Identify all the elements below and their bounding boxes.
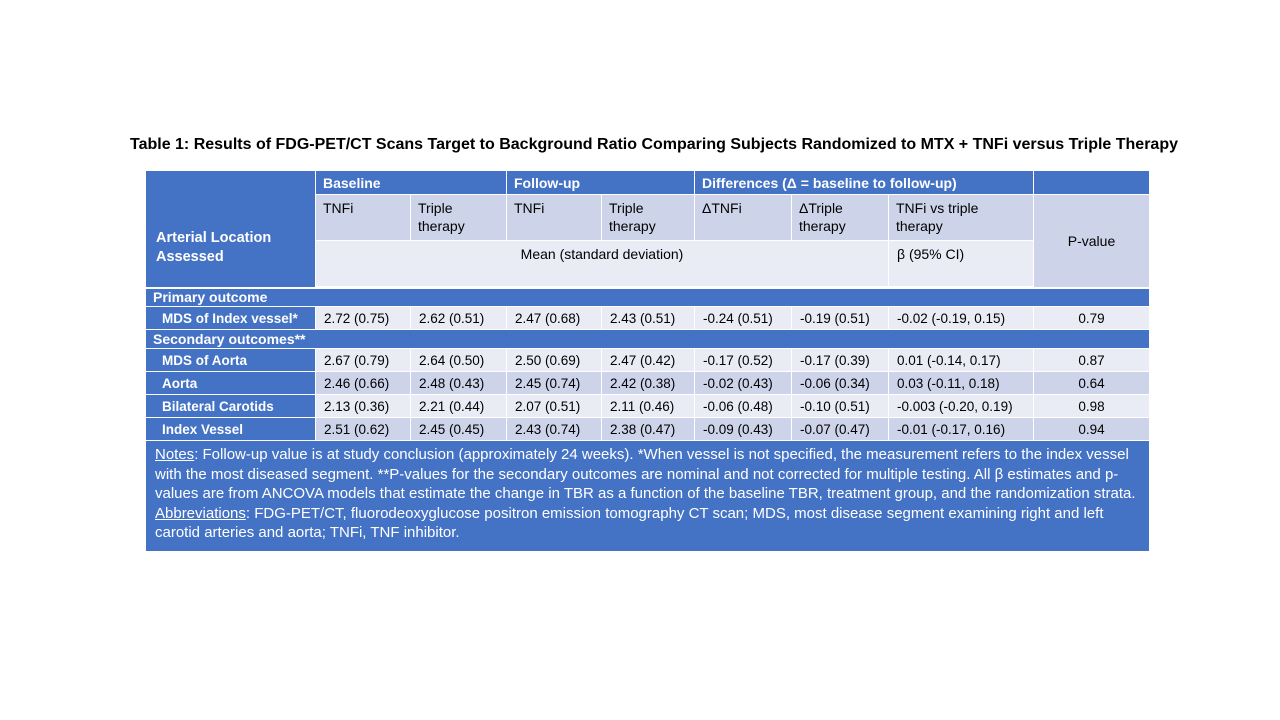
- pvalue-cell: 0.94: [1033, 417, 1150, 441]
- col-header-pvalue: P-value: [1033, 194, 1150, 288]
- col-header-delta-tnfi: ΔTNFi: [694, 194, 792, 241]
- group-header-baseline: Baseline: [315, 170, 507, 195]
- table-row: Index Vessel 2.51 (0.62) 2.45 (0.45) 2.4…: [145, 417, 1150, 441]
- data-cell: 2.62 (0.51): [410, 306, 507, 330]
- data-cell: 2.07 (0.51): [506, 394, 602, 418]
- table-row: Bilateral Carotids 2.13 (0.36) 2.21 (0.4…: [145, 394, 1150, 418]
- data-cell: -0.10 (0.51): [791, 394, 889, 418]
- col-header-triple-followup: Triple therapy: [601, 194, 695, 241]
- data-cell: -0.07 (0.47): [791, 417, 889, 441]
- table-row: MDS of Aorta 2.67 (0.79) 2.64 (0.50) 2.5…: [145, 348, 1150, 372]
- data-cell: -0.003 (-0.20, 0.19): [888, 394, 1034, 418]
- data-cell: 2.45 (0.74): [506, 371, 602, 395]
- group-header-differences: Differences (Δ = baseline to follow-up): [694, 170, 1034, 195]
- col-header-tnfi-vs-triple: TNFi vs triple therapy: [888, 194, 1034, 241]
- data-cell: -0.06 (0.34): [791, 371, 889, 395]
- table-row: Aorta 2.46 (0.66) 2.48 (0.43) 2.45 (0.74…: [145, 371, 1150, 395]
- data-cell: -0.06 (0.48): [694, 394, 792, 418]
- results-table: Arterial Location Assessed Baseline Foll…: [145, 170, 1150, 552]
- notes-label: Notes: [155, 446, 195, 463]
- table-title: Table 1: Results of FDG-PET/CT Scans Tar…: [129, 136, 1178, 153]
- row-header-arterial-location: Arterial Location Assessed: [145, 170, 316, 288]
- data-cell: 2.46 (0.66): [315, 371, 411, 395]
- row-label-bilateral-carotids: Bilateral Carotids: [145, 394, 316, 418]
- col-header-delta-triple: ΔTriple therapy: [791, 194, 889, 241]
- stat-header-mean-sd: Mean (standard deviation): [315, 240, 889, 289]
- abbreviations-text: : FDG-PET/CT, fluorodeoxyglucose positro…: [155, 504, 1104, 542]
- row-label-mds-index-vessel: MDS of Index vessel*: [145, 306, 316, 330]
- data-cell: 2.50 (0.69): [506, 348, 602, 372]
- data-cell: 2.43 (0.51): [601, 306, 695, 330]
- col-header-tnfi-followup: TNFi: [506, 194, 602, 241]
- col-header-triple-baseline: Triple therapy: [410, 194, 507, 241]
- col-header-tnfi-baseline: TNFi: [315, 194, 411, 241]
- table-notes: Notes: Follow-up value is at study concl…: [145, 440, 1150, 552]
- pvalue-cell: 0.87: [1033, 348, 1150, 372]
- data-cell: -0.24 (0.51): [694, 306, 792, 330]
- data-cell: -0.02 (-0.19, 0.15): [888, 306, 1034, 330]
- data-cell: 2.45 (0.45): [410, 417, 507, 441]
- row-label-index-vessel: Index Vessel: [145, 417, 316, 441]
- data-cell: -0.09 (0.43): [694, 417, 792, 441]
- data-cell: 2.42 (0.38): [601, 371, 695, 395]
- data-cell: 2.21 (0.44): [410, 394, 507, 418]
- data-cell: 0.03 (-0.11, 0.18): [888, 371, 1034, 395]
- section-header-secondary-outcomes: Secondary outcomes**: [145, 329, 1150, 349]
- pvalue-cell: 0.79: [1033, 306, 1150, 330]
- data-cell: -0.17 (0.39): [791, 348, 889, 372]
- table-row: MDS of Index vessel* 2.72 (0.75) 2.62 (0…: [145, 306, 1150, 330]
- row-label-aorta: Aorta: [145, 371, 316, 395]
- abbreviations-label: Abbreviations: [155, 504, 246, 522]
- data-cell: -0.01 (-0.17, 0.16): [888, 417, 1034, 441]
- data-cell: 2.13 (0.36): [315, 394, 411, 418]
- pvalue-cell: 0.64: [1033, 371, 1150, 395]
- data-cell: 0.01 (-0.14, 0.17): [888, 348, 1034, 372]
- data-cell: 2.47 (0.68): [506, 306, 602, 330]
- row-label-mds-aorta: MDS of Aorta: [145, 348, 316, 372]
- pvalue-cell: 0.98: [1033, 394, 1150, 418]
- corner-cell: [1033, 170, 1150, 195]
- data-cell: -0.02 (0.43): [694, 371, 792, 395]
- group-header-followup: Follow-up: [506, 170, 695, 195]
- data-cell: 2.11 (0.46): [601, 394, 695, 418]
- notes-text: : Follow-up value is at study conclusion…: [155, 446, 1136, 502]
- data-cell: 2.67 (0.79): [315, 348, 411, 372]
- data-cell: 2.64 (0.50): [410, 348, 507, 372]
- data-cell: 2.38 (0.47): [601, 417, 695, 441]
- data-cell: 2.48 (0.43): [410, 371, 507, 395]
- data-cell: -0.17 (0.52): [694, 348, 792, 372]
- stat-header-beta-ci: β (95% CI): [888, 240, 1034, 289]
- section-header-primary-outcome: Primary outcome: [145, 287, 1150, 307]
- data-cell: 2.72 (0.75): [315, 306, 411, 330]
- data-cell: 2.51 (0.62): [315, 417, 411, 441]
- data-cell: -0.19 (0.51): [791, 306, 889, 330]
- data-cell: 2.43 (0.74): [506, 417, 602, 441]
- data-cell: 2.47 (0.42): [601, 348, 695, 372]
